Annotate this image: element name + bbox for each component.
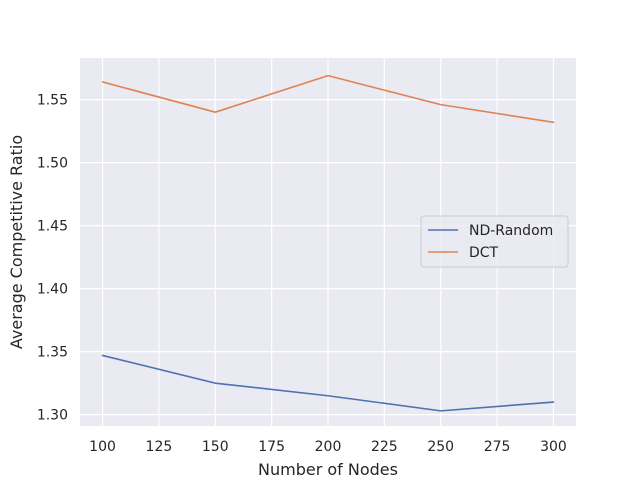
grid-lines	[80, 58, 576, 426]
x-tick-label: 175	[258, 439, 285, 455]
x-tick-label: 125	[146, 439, 173, 455]
legend-label-nd-random: ND-Random	[469, 223, 553, 239]
y-axis-title: Average Competitive Ratio	[7, 135, 26, 349]
x-tick-label: 150	[202, 439, 229, 455]
y-tick-label: 1.50	[37, 156, 68, 172]
legend-box	[420, 215, 569, 268]
y-tick-label: 1.35	[37, 345, 68, 361]
legend: ND-Random DCT	[420, 215, 569, 268]
x-tick-label: 250	[427, 439, 454, 455]
y-tick-label: 1.40	[37, 282, 68, 298]
y-tick-label: 1.55	[37, 93, 68, 109]
y-tick-labels: 1.30 1.35 1.40 1.45 1.50 1.55	[37, 93, 68, 424]
x-tick-label: 100	[89, 439, 116, 455]
x-tick-labels: 100 125 150 175 200 225 250 275 300	[89, 439, 567, 455]
y-tick-label: 1.45	[37, 219, 68, 235]
y-tick-label: 1.30	[37, 408, 68, 424]
x-tick-label: 300	[540, 439, 567, 455]
x-tick-label: 200	[315, 439, 342, 455]
legend-label-dct: DCT	[469, 245, 499, 261]
x-tick-label: 225	[371, 439, 398, 455]
series-lines	[101, 74, 555, 412]
x-axis-title: Number of Nodes	[258, 460, 398, 479]
x-tick-label: 275	[484, 439, 511, 455]
